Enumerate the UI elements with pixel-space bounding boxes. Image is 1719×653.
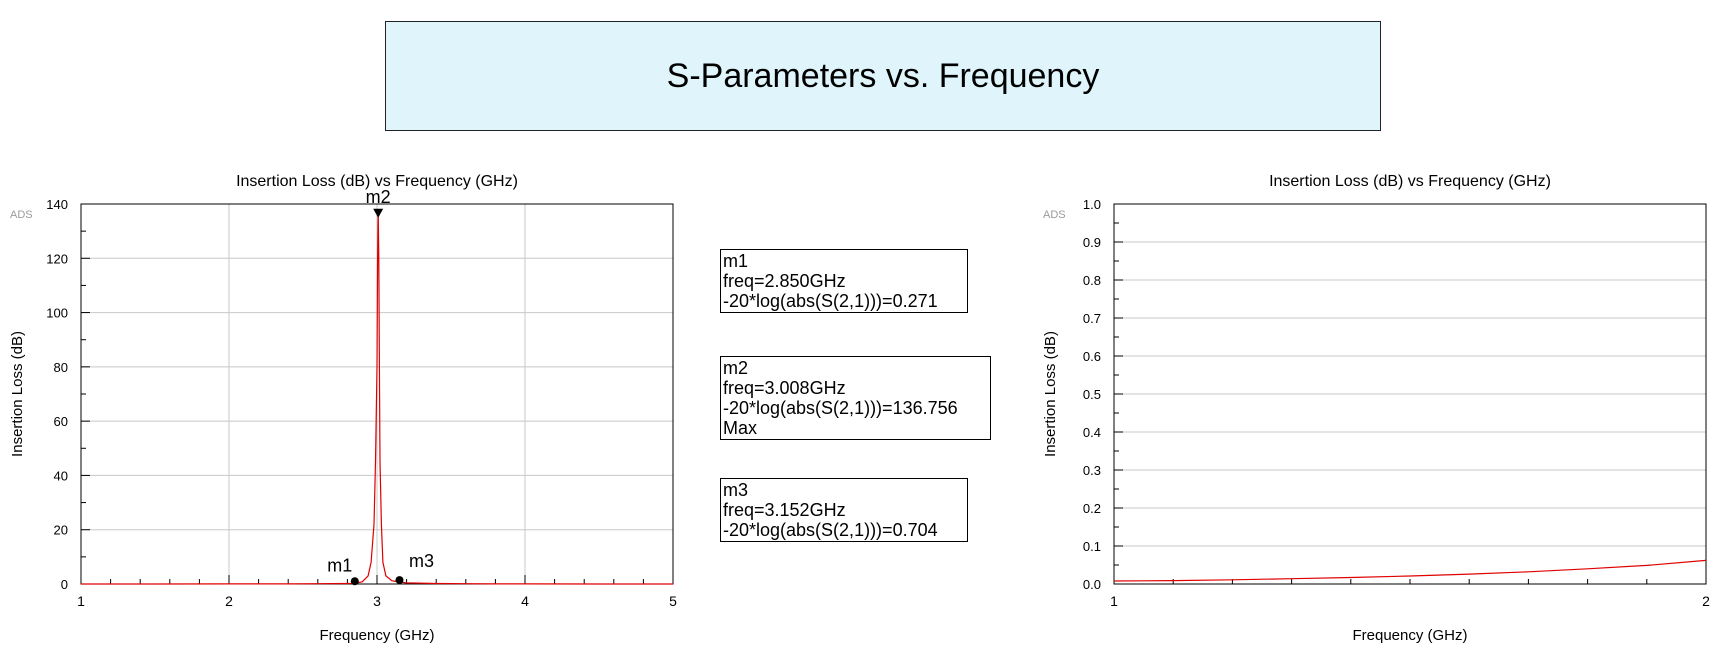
y-tick-label: 100	[46, 306, 68, 321]
marker-readout-name: m2	[723, 358, 749, 378]
marker-readout-name: m1	[723, 251, 749, 271]
x-tick-label: 1	[77, 593, 85, 609]
x-tick-label: 2	[225, 593, 233, 609]
y-tick-label: 0.4	[1083, 425, 1101, 440]
y-tick-label: 0.9	[1083, 235, 1101, 250]
marker-readout-m1[interactable]: m1 freq=2.850GHz -20*log(abs(S(2,1)))=0.…	[720, 249, 968, 313]
y-tick-label: 120	[46, 251, 68, 266]
y-axis-label: Insertion Loss (dB)	[9, 331, 26, 457]
page-title-box: S-Parameters vs. Frequency	[385, 21, 1381, 131]
y-tick-label: 0.6	[1083, 349, 1101, 364]
chart-title: Insertion Loss (dB) vs Frequency (GHz)	[236, 173, 518, 190]
marker-m3-label: m3	[409, 551, 434, 571]
watermark-label: ADS	[1043, 209, 1066, 221]
x-tick-label: 5	[669, 593, 677, 609]
y-tick-label: 0.5	[1083, 387, 1101, 402]
series-line	[81, 212, 673, 585]
y-tick-label: 0.2	[1083, 501, 1101, 516]
series-line	[1113, 559, 1707, 582]
marker-m2-symbol	[373, 208, 384, 218]
x-tick-label: 2	[1702, 593, 1710, 609]
marker-readout-expr: -20*log(abs(S(2,1)))=0.704	[723, 520, 938, 540]
marker-readout-freq: freq=3.152GHz	[723, 500, 846, 520]
y-tick-label: 0.7	[1083, 311, 1101, 326]
y-tick-label: 20	[54, 523, 68, 538]
y-axis-label: Insertion Loss (dB)	[1042, 331, 1059, 457]
marker-m2-label: m2	[366, 187, 391, 207]
marker-readout-expr: -20*log(abs(S(2,1)))=0.271	[723, 291, 938, 311]
y-tick-label: 80	[54, 360, 68, 375]
watermark-label: ADS	[10, 209, 33, 221]
y-tick-label: 60	[54, 414, 68, 429]
chart-title: Insertion Loss (dB) vs Frequency (GHz)	[1269, 173, 1551, 190]
y-tick-label: 0	[61, 577, 68, 592]
x-axis-label: Frequency (GHz)	[319, 627, 434, 644]
marker-readout-freq: freq=2.850GHz	[723, 271, 846, 291]
x-axis-label: Frequency (GHz)	[1352, 627, 1467, 644]
marker-readout-m3[interactable]: m3 freq=3.152GHz -20*log(abs(S(2,1)))=0.…	[720, 478, 968, 542]
x-tick-label: 4	[521, 593, 529, 609]
marker-readout-extra: Max	[723, 418, 758, 438]
y-tick-label: 0.0	[1083, 577, 1101, 592]
x-tick-label: 1	[1110, 593, 1118, 609]
y-tick-label: 0.8	[1083, 273, 1101, 288]
page-title: S-Parameters vs. Frequency	[666, 56, 1100, 95]
y-tick-label: 0.3	[1083, 463, 1101, 478]
marker-readout-freq: freq=3.008GHz	[723, 378, 846, 398]
marker-readout-expr: -20*log(abs(S(2,1)))=136.756	[723, 398, 958, 418]
y-tick-label: 0.1	[1083, 539, 1101, 554]
y-tick-label: 40	[54, 468, 68, 483]
marker-m1-symbol	[350, 577, 359, 586]
marker-m3-symbol	[395, 576, 404, 585]
marker-m1-label: m1	[327, 555, 352, 575]
x-tick-label: 3	[373, 593, 381, 609]
marker-readout-m2[interactable]: m2 freq=3.008GHz -20*log(abs(S(2,1)))=13…	[720, 356, 991, 440]
marker-readout-name: m3	[723, 480, 749, 500]
y-tick-label: 140	[46, 197, 68, 212]
y-tick-label: 1.0	[1083, 197, 1101, 212]
